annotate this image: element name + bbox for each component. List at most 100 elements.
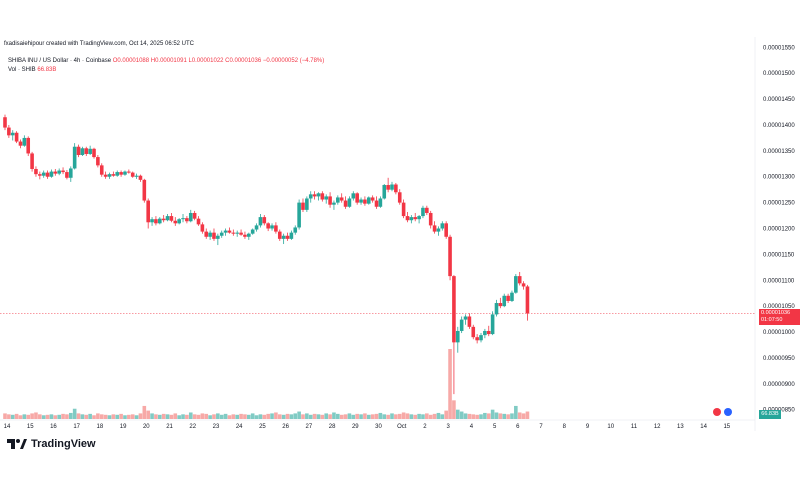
- candle-body: [336, 197, 340, 203]
- volume-bar: [250, 413, 255, 419]
- candle-body: [270, 225, 274, 229]
- volume-bar: [463, 413, 468, 419]
- volume-bar: [22, 414, 27, 419]
- price-chart[interactable]: 0.00001550 0.00001500 0.00001450 0.00001400…: [0, 37, 800, 431]
- volume-bar: [483, 412, 487, 419]
- candle-body: [80, 148, 85, 156]
- candle-body: [386, 185, 390, 190]
- candle-body: [339, 197, 344, 201]
- candle-body: [359, 199, 363, 203]
- volume-bar: [494, 412, 499, 419]
- volume-bar: [65, 414, 69, 419]
- candle-body: [366, 197, 371, 204]
- volume-bar: [72, 408, 77, 419]
- candle-body: [363, 199, 367, 204]
- volume-bar: [134, 415, 139, 419]
- time-tick-label: 22: [189, 424, 196, 430]
- volume-bar: [421, 414, 425, 419]
- volume-bar: [436, 412, 441, 419]
- candle-body: [405, 216, 410, 221]
- volume-legend[interactable]: Vol · SHIB 66.83B: [8, 67, 56, 73]
- candle-body: [374, 200, 379, 207]
- candle-body: [494, 303, 499, 315]
- volume-bar: [239, 413, 243, 419]
- candle-body: [169, 216, 174, 221]
- candle-body: [440, 223, 445, 229]
- candle-body: [413, 217, 418, 220]
- time-axis[interactable]: 14 15 16 17 18 19 20 21 22 23 24 25 26 27 28 29 30 Oct 2 3 4…: [4, 424, 731, 430]
- time-tick-label: 19: [120, 424, 127, 430]
- volume-bar: [285, 413, 290, 419]
- volume-bar: [158, 414, 162, 419]
- last-price: 0.00001036: [761, 310, 791, 317]
- volume-bar: [413, 414, 418, 419]
- volume-bar: [80, 414, 85, 419]
- volume-bar: [502, 413, 507, 419]
- candle-body: [84, 148, 89, 154]
- price-tick-label: 0.00001100: [763, 278, 795, 284]
- candle-body: [142, 179, 147, 201]
- candle-body: [177, 219, 181, 224]
- symbol-legend[interactable]: SHIBA INU / US Dollar · 4h · Coinbase O0…: [8, 58, 324, 64]
- candle-body: [18, 141, 23, 146]
- volume-bar: [297, 411, 301, 419]
- volume-bar: [208, 415, 212, 419]
- time-tick-label: 6: [516, 424, 520, 430]
- candle-body: [502, 295, 507, 307]
- volume-bar: [521, 413, 526, 419]
- volume-bar: [266, 413, 270, 419]
- tradingview-logo[interactable]: TradingView: [7, 438, 96, 450]
- last-price-tag: 0.00001036 01:07:50: [759, 309, 800, 326]
- lightning-icon[interactable]: [713, 408, 721, 416]
- candle-body: [243, 234, 247, 237]
- candle-body: [103, 174, 108, 177]
- candle-body: [227, 230, 232, 233]
- volume-bar: [243, 414, 247, 419]
- volume-bar: [510, 413, 514, 419]
- chart-credit: fxadisaiehipour created with TradingView…: [4, 41, 194, 47]
- candle-body: [219, 232, 224, 236]
- volume-bar: [84, 414, 89, 419]
- time-tick-label: 17: [73, 424, 80, 430]
- candle-body: [119, 172, 123, 175]
- volume-bar: [289, 414, 294, 419]
- candle-body: [510, 292, 514, 301]
- volume-bar: [14, 413, 19, 419]
- volume-bar: [204, 413, 209, 419]
- time-tick-label: 11: [631, 424, 638, 430]
- price-axis[interactable]: 0.00001550 0.00001500 0.00001450 0.00001400…: [763, 45, 795, 413]
- candle-body: [208, 232, 212, 237]
- volume-bar: [355, 413, 359, 419]
- candle-body: [274, 225, 278, 232]
- volume-bar: [57, 414, 61, 419]
- flag-icon[interactable]: [724, 408, 732, 416]
- volume-bar: [119, 413, 123, 419]
- candle-body: [99, 165, 104, 175]
- price-tick-label: 0.00001400: [763, 123, 795, 129]
- price-tick-label: 0.00001550: [763, 45, 795, 51]
- volume-tag: 66.83B: [759, 410, 781, 419]
- volume-bar: [366, 414, 371, 419]
- time-tick-label: 29: [352, 424, 359, 430]
- volume-bar: [146, 410, 150, 419]
- price-tick-label: 0.00001200: [763, 227, 795, 233]
- candle-body: [107, 174, 112, 177]
- volume-bar: [305, 413, 309, 419]
- volume-bar: [347, 413, 352, 419]
- time-tick-label: 25: [259, 424, 266, 430]
- volume-bar: [150, 413, 154, 419]
- time-tick-label: 3: [447, 424, 451, 430]
- volume-bar: [432, 413, 437, 419]
- candle-body: [312, 194, 317, 197]
- ohlc-values: O0.00001088 H0.00001091 L0.00001022 C0.0…: [112, 58, 325, 64]
- volume-bar: [308, 414, 313, 419]
- volume-bar: [312, 413, 317, 419]
- candle-body: [76, 146, 81, 156]
- candle-body: [390, 184, 394, 190]
- volume-bar: [409, 414, 414, 419]
- price-tick-label: 0.00001450: [763, 97, 795, 103]
- candle-body: [72, 146, 77, 169]
- volume-bar: [339, 414, 344, 419]
- candle-body: [53, 171, 58, 174]
- volume-bar: [169, 414, 174, 419]
